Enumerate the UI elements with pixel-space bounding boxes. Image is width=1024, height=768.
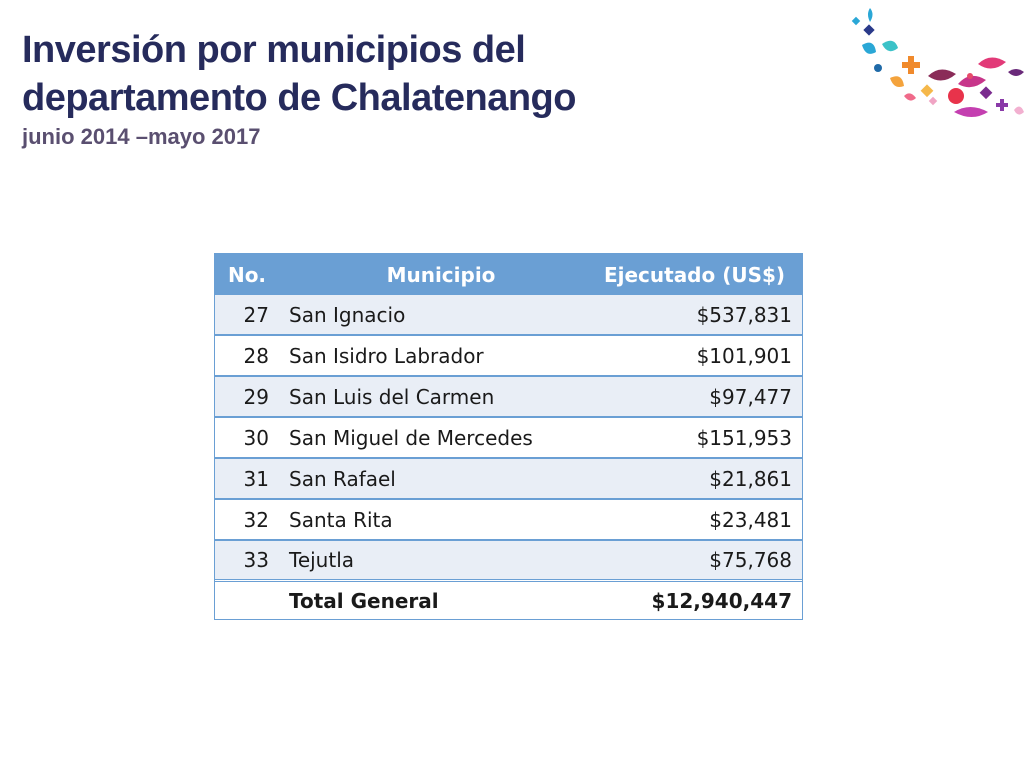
table-row: 33 Tejutla $75,768 bbox=[215, 541, 802, 579]
table-row: 29 San Luis del Carmen $97,477 bbox=[215, 377, 802, 418]
cell-no: 33 bbox=[243, 548, 269, 572]
slide-title-line-1: Inversión por municipios del bbox=[22, 29, 526, 71]
cell-municipio: San Ignacio bbox=[289, 302, 406, 327]
cell-ejecutado: $21,861 bbox=[709, 466, 792, 491]
cell-no: 27 bbox=[243, 302, 269, 327]
table-row: 30 San Miguel de Mercedes $151,953 bbox=[215, 418, 802, 459]
slide-title-line-2: departamento de Chalatenango bbox=[22, 77, 576, 119]
header-no: No. bbox=[227, 262, 267, 287]
cell-ejecutado: $97,477 bbox=[709, 384, 792, 409]
cell-municipio: San Isidro Labrador bbox=[289, 343, 484, 368]
cell-municipio: Tejutla bbox=[289, 548, 355, 572]
table-row: 28 San Isidro Labrador $101,901 bbox=[215, 336, 802, 377]
confetti-logo-icon bbox=[851, 8, 1024, 117]
cell-ejecutado: $75,768 bbox=[709, 548, 792, 572]
total-label: Total General bbox=[289, 588, 439, 613]
table-row: 31 San Rafael $21,861 bbox=[215, 459, 802, 500]
cell-ejecutado: $151,953 bbox=[696, 425, 792, 450]
cell-municipio: San Rafael bbox=[289, 466, 396, 491]
cell-no: 31 bbox=[243, 466, 269, 491]
cell-municipio: Santa Rita bbox=[289, 507, 393, 532]
table-total-row: Total General $12,940,447 bbox=[215, 579, 802, 619]
investment-table: No. Municipio Ejecutado (US$) 27 San Ign… bbox=[214, 253, 803, 620]
cell-municipio: San Luis del Carmen bbox=[289, 384, 495, 409]
cell-no: 32 bbox=[243, 507, 269, 532]
slide-subtitle: junio 2014 –mayo 2017 bbox=[22, 124, 261, 149]
total-value: $12,940,447 bbox=[651, 588, 792, 613]
cell-no: 29 bbox=[243, 384, 269, 409]
cell-no: 28 bbox=[243, 343, 269, 368]
header-ejecutado: Ejecutado (US$) bbox=[603, 262, 786, 287]
table-row: 27 San Ignacio $537,831 bbox=[215, 295, 802, 336]
table-header-row: No. Municipio Ejecutado (US$) bbox=[215, 254, 802, 295]
slide-title-block: Inversión por municipios del departament… bbox=[22, 26, 576, 150]
cell-municipio: San Miguel de Mercedes bbox=[289, 425, 533, 450]
cell-ejecutado: $23,481 bbox=[709, 507, 792, 532]
cell-no: 30 bbox=[243, 425, 269, 450]
table-row: 32 Santa Rita $23,481 bbox=[215, 500, 802, 541]
header-municipio: Municipio bbox=[386, 262, 496, 287]
cell-ejecutado: $101,901 bbox=[696, 343, 792, 368]
cell-ejecutado: $537,831 bbox=[696, 302, 792, 327]
